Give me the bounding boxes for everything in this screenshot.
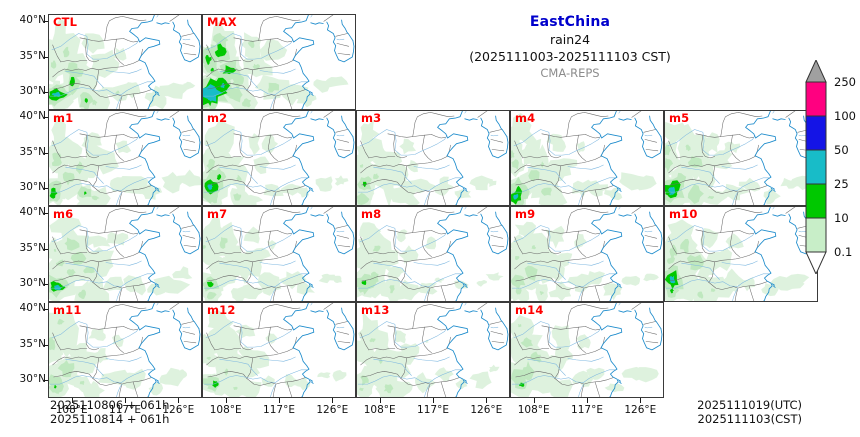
- colorbar-tick-label: 10: [834, 211, 849, 225]
- y-axis-tick-label: 40°N: [19, 302, 46, 315]
- x-axis-tick-label: 126°E: [624, 404, 657, 416]
- y-axis-tick-label: 35°N: [19, 145, 46, 158]
- colorbar-tick-label: 25: [834, 177, 849, 191]
- panel-label-m6: m6: [53, 207, 74, 221]
- y-axis-tick-label: 35°N: [19, 49, 46, 62]
- panel-label-ctl: CTL: [53, 15, 78, 29]
- panel-label-m11: m11: [53, 303, 82, 317]
- y-axis-tick-mark: [43, 188, 48, 190]
- x-axis-tick-mark: [486, 398, 488, 403]
- y-axis-tick-label: 30°N: [19, 373, 46, 386]
- model-label: CMA-REPS: [540, 66, 600, 80]
- y-axis-tick-mark: [43, 344, 48, 346]
- panel-label-m13: m13: [361, 303, 390, 317]
- x-axis-tick-mark: [433, 398, 434, 403]
- panel-label-m1: m1: [53, 111, 74, 125]
- panel-label-m7: m7: [207, 207, 228, 221]
- map-panel-m14[interactable]: m14: [510, 302, 664, 398]
- x-axis-tick-label: 108°E: [363, 404, 396, 416]
- panel-label-m2: m2: [207, 111, 228, 125]
- colorbar-tick-label: 50: [834, 143, 849, 157]
- map-panel-m5[interactable]: m5: [664, 110, 818, 206]
- map-panel-m13[interactable]: m13: [356, 302, 510, 398]
- map-panel-m11[interactable]: m11: [48, 302, 202, 398]
- x-axis-tick-mark: [533, 398, 535, 403]
- map-panel-m3[interactable]: m3: [356, 110, 510, 206]
- panel-label-m9: m9: [515, 207, 536, 221]
- colorbar-tick-label: 0.1: [834, 245, 853, 259]
- map-panel-m6[interactable]: m6: [48, 206, 202, 302]
- y-axis-tick-label: 30°N: [19, 181, 46, 194]
- colorbar-scale: [796, 58, 850, 278]
- map-panel-m10[interactable]: m10: [664, 206, 818, 302]
- y-axis-tick-label: 35°N: [19, 241, 46, 254]
- x-axis-tick-label: 126°E: [316, 404, 349, 416]
- map-panel-m4[interactable]: m4: [510, 110, 664, 206]
- y-axis-tick-mark: [43, 213, 48, 215]
- footer-init-1: 2025110806 + 061h: [50, 398, 170, 412]
- period-label: (2025111003-2025111103 CST): [469, 49, 671, 64]
- map-panel-ctl[interactable]: CTL: [48, 14, 202, 110]
- panel-label-m14: m14: [515, 303, 544, 317]
- y-axis-tick-label: 30°N: [19, 277, 46, 290]
- y-axis-tick-mark: [43, 56, 48, 58]
- x-axis-tick-label: 126°E: [162, 404, 195, 416]
- panel-label-m8: m8: [361, 207, 382, 221]
- y-axis-tick-mark: [43, 152, 48, 154]
- region-title: EastChina: [529, 14, 611, 30]
- panel-label-max: MAX: [207, 15, 237, 29]
- y-axis-tick-mark: [43, 21, 48, 23]
- colorbar-tick-label: 250: [834, 75, 856, 89]
- map-panel-m1[interactable]: m1: [48, 110, 202, 206]
- x-axis-tick-label: 108°E: [517, 404, 550, 416]
- y-axis-tick-mark: [43, 284, 48, 286]
- x-axis-tick-label: 117°E: [263, 404, 295, 416]
- map-panel-m2[interactable]: m2: [202, 110, 356, 206]
- y-axis-tick-label: 30°N: [19, 85, 46, 98]
- map-panel-m12[interactable]: m12: [202, 302, 356, 398]
- chart-title-block: EastChina rain24 (2025111003-2025111103 …: [420, 14, 720, 81]
- panel-label-m5: m5: [669, 111, 690, 125]
- panel-label-m12: m12: [207, 303, 236, 317]
- x-axis-tick-label: 117°E: [571, 404, 603, 416]
- x-axis-tick-label: 117°E: [109, 404, 141, 416]
- y-axis-tick-mark: [43, 92, 48, 94]
- x-axis-tick-label: 126°E: [470, 404, 503, 416]
- x-axis-tick-mark: [225, 398, 227, 403]
- x-axis-tick-label: 108°E: [55, 404, 88, 416]
- x-axis-tick-mark: [587, 398, 588, 403]
- y-axis-tick-label: 40°N: [19, 14, 46, 27]
- y-axis-tick-mark: [43, 248, 48, 250]
- footer-valid-cst: 2025111103(CST): [697, 412, 803, 426]
- footer-valid-utc: 2025111019(UTC): [697, 398, 802, 412]
- y-axis-tick-label: 35°N: [19, 337, 46, 350]
- x-axis-tick-mark: [125, 398, 126, 403]
- map-panel-m9[interactable]: m9: [510, 206, 664, 302]
- y-axis-tick-mark: [43, 309, 48, 311]
- map-panel-m8[interactable]: m8: [356, 206, 510, 302]
- x-axis-tick-mark: [640, 398, 642, 403]
- x-axis-tick-mark: [178, 398, 180, 403]
- footer-init-2: 2025110814 + 061h: [50, 412, 170, 426]
- x-axis-tick-mark: [379, 398, 381, 403]
- x-axis-tick-mark: [332, 398, 334, 403]
- panel-label-m10: m10: [669, 207, 698, 221]
- y-axis-tick-label: 40°N: [19, 110, 46, 123]
- y-axis-tick-label: 40°N: [19, 206, 46, 219]
- map-panel-max[interactable]: MAX: [202, 14, 356, 110]
- panel-label-m3: m3: [361, 111, 382, 125]
- colorbar-tick-label: 100: [834, 109, 856, 123]
- x-axis-tick-label: 117°E: [417, 404, 449, 416]
- y-axis-tick-mark: [43, 117, 48, 119]
- panel-label-m4: m4: [515, 111, 536, 125]
- x-axis-tick-label: 108°E: [209, 404, 242, 416]
- y-axis-tick-mark: [43, 380, 48, 382]
- map-panel-m7[interactable]: m7: [202, 206, 356, 302]
- variable-label: rain24: [549, 32, 591, 47]
- x-axis-tick-mark: [279, 398, 280, 403]
- x-axis-tick-mark: [71, 398, 73, 403]
